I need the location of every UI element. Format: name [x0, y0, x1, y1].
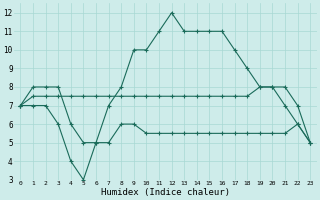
- X-axis label: Humidex (Indice chaleur): Humidex (Indice chaleur): [101, 188, 230, 197]
